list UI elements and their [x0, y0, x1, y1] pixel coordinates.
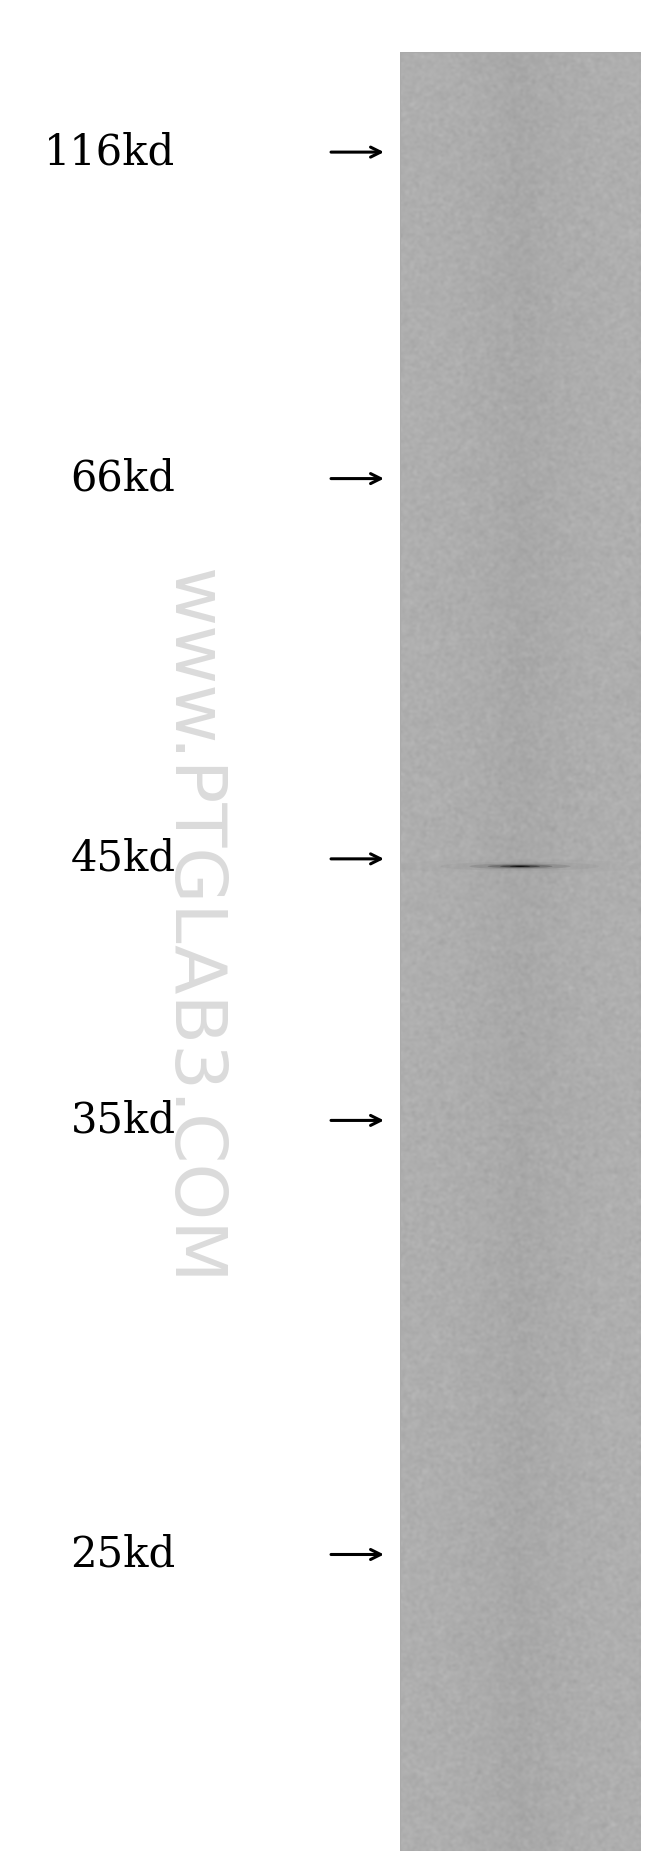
- Ellipse shape: [488, 864, 552, 868]
- Text: 66kd: 66kd: [71, 458, 176, 499]
- Ellipse shape: [469, 863, 571, 870]
- Text: 25kd: 25kd: [70, 1534, 176, 1575]
- Text: 116kd: 116kd: [44, 132, 176, 173]
- Text: 45kd: 45kd: [70, 838, 176, 879]
- Ellipse shape: [500, 864, 540, 868]
- Ellipse shape: [394, 859, 646, 874]
- Text: www.PTGLAB3.COM: www.PTGLAB3.COM: [157, 569, 226, 1286]
- Ellipse shape: [441, 863, 599, 870]
- Text: 35kd: 35kd: [70, 1100, 176, 1141]
